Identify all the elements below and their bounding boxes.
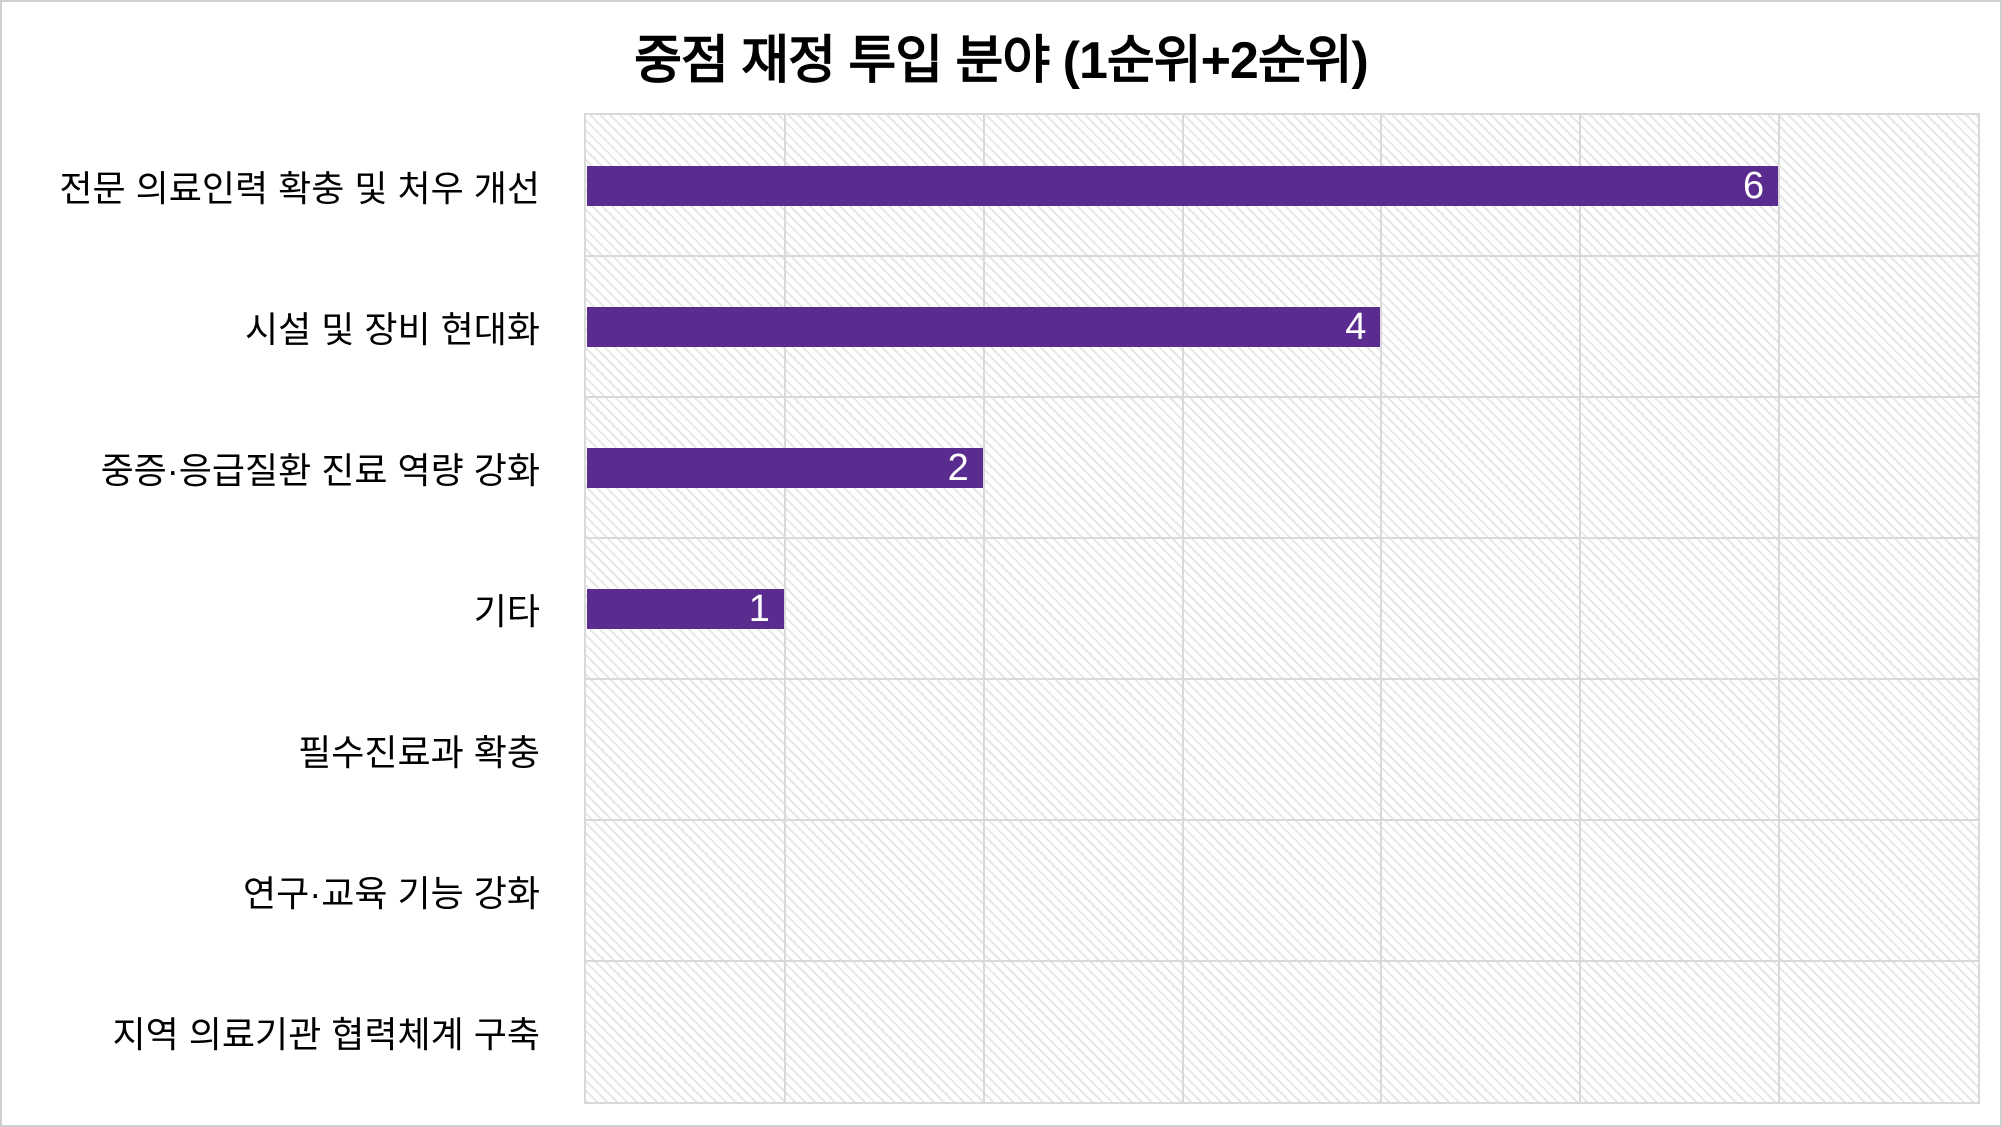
vertical-gridline [1778, 115, 1781, 1102]
bar-value-label: 1 [748, 587, 770, 630]
vertical-gridline [1181, 115, 1184, 1102]
bar: 1 [587, 587, 784, 630]
plot-area: 6 4 2 1 [584, 113, 1980, 1104]
bar: 4 [587, 305, 1381, 348]
bar-value-label: 6 [1743, 164, 1765, 207]
category-label: 지역 의료기관 협력체계 구축 [112, 1013, 540, 1055]
bar-value-label: 2 [947, 446, 969, 489]
vertical-gridline [783, 115, 786, 1102]
category-label: 기타 [473, 590, 540, 632]
bar: 6 [587, 164, 1779, 207]
category-label: 전문 의료인력 확충 및 처우 개선 [59, 167, 540, 209]
category-label: 중증·응급질환 진료 역량 강화 [100, 449, 540, 491]
chart-title: 중점 재정 투입 분야 (1순위+2순위) [634, 32, 1369, 90]
horizontal-gridline [586, 396, 1978, 398]
bar: 2 [587, 446, 983, 489]
horizontal-gridline [586, 960, 1978, 962]
vertical-gridline [982, 115, 985, 1102]
category-label: 필수진료과 확충 [298, 731, 540, 773]
bar-value-label: 4 [1345, 305, 1367, 348]
horizontal-gridline [586, 537, 1978, 539]
category-label: 연구·교육 기능 강화 [243, 872, 540, 914]
category-label: 시설 및 장비 현대화 [245, 308, 540, 350]
vertical-gridline [1380, 115, 1383, 1102]
horizontal-gridline [586, 678, 1978, 680]
vertical-gridline [1579, 115, 1582, 1102]
horizontal-gridline [586, 255, 1978, 257]
horizontal-gridline [586, 819, 1978, 821]
